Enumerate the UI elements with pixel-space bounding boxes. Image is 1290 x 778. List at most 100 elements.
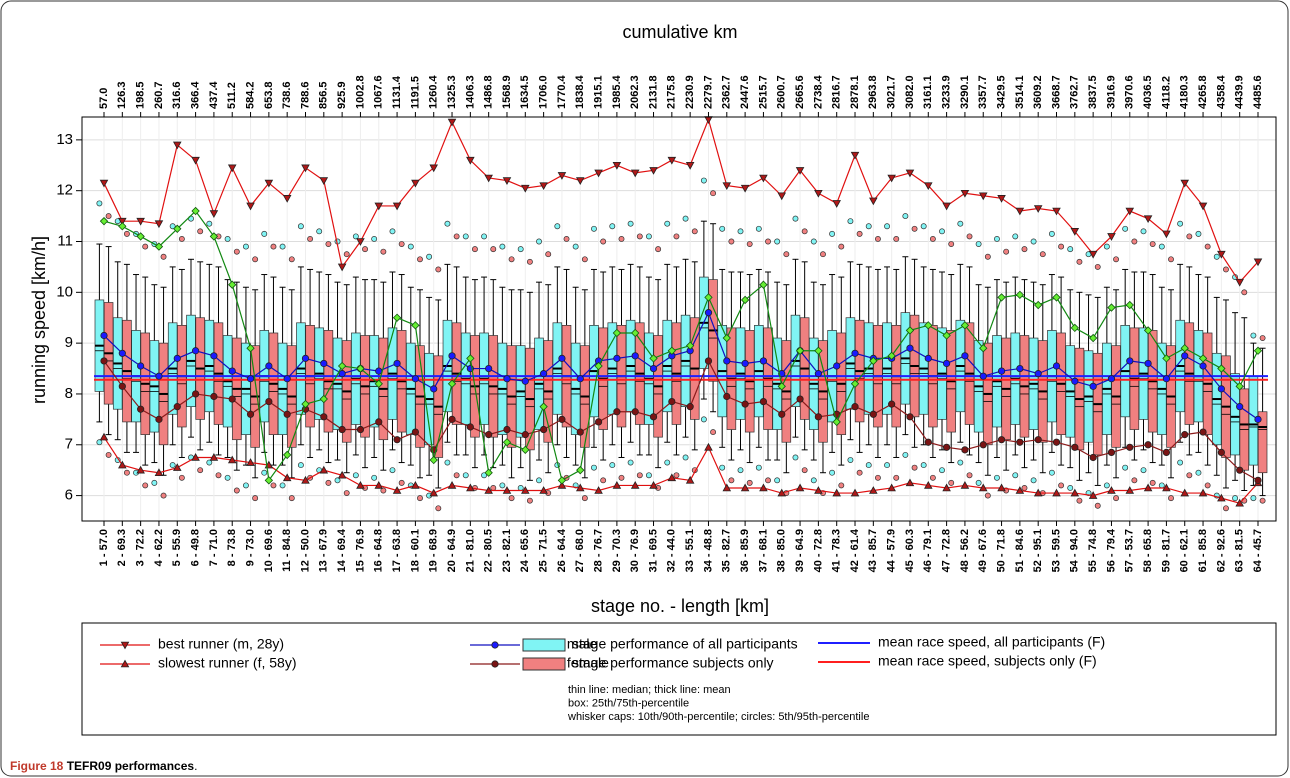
outlier-low — [206, 459, 213, 466]
marker — [1217, 385, 1225, 393]
outlier-high — [737, 228, 744, 235]
legend-box — [81, 622, 1277, 736]
outlier-low — [682, 454, 689, 461]
outlier-high — [426, 253, 433, 260]
outlier-low — [700, 416, 707, 423]
outlier-low — [1232, 495, 1239, 502]
marker — [668, 397, 676, 406]
outlier-high — [343, 251, 350, 258]
outlier-low — [801, 467, 808, 474]
x-tick-label: 52 - 95.1 — [1032, 529, 1044, 572]
marker — [704, 309, 713, 317]
top-tick-label: 4036.5 — [1142, 75, 1154, 109]
outlier-high — [407, 243, 414, 250]
legend-note: whisker caps: 10th/90th-percentile; circ… — [567, 711, 869, 723]
outlier-low — [948, 479, 955, 486]
top-tick-label: 366.4 — [189, 81, 201, 109]
outlier-high — [838, 243, 845, 250]
outlier-high — [160, 253, 167, 260]
marker — [320, 359, 328, 368]
x-tick-label: 59 - 81.7 — [1160, 529, 1172, 572]
marker — [1162, 483, 1171, 492]
marker — [393, 436, 401, 444]
marker — [814, 413, 822, 421]
outlier-low — [1131, 477, 1138, 484]
marker — [850, 488, 860, 497]
outlier-low — [847, 457, 854, 463]
top-tick-label: 3082.0 — [904, 75, 916, 109]
marker — [282, 195, 292, 203]
marker — [137, 362, 145, 370]
marker — [447, 118, 457, 127]
marker — [337, 361, 347, 371]
top-tick-label: 1067.6 — [373, 75, 385, 109]
marker — [356, 364, 365, 373]
marker — [1070, 488, 1080, 497]
outlier-high — [1158, 243, 1165, 250]
top-tick-label: 1406.3 — [464, 75, 476, 109]
outlier-high — [1021, 246, 1028, 253]
marker — [429, 488, 438, 497]
top-tick-label: 1706.0 — [538, 75, 550, 109]
series-line — [103, 436, 1259, 504]
marker — [209, 210, 219, 218]
x-tick-label: 49 - 67.6 — [977, 529, 989, 572]
outlier-high — [242, 243, 249, 250]
y-tick-label: 11 — [57, 232, 73, 249]
outlier-low — [96, 439, 103, 446]
marker — [594, 418, 603, 426]
marker — [466, 354, 475, 363]
outlier-high — [1103, 243, 1110, 250]
top-tick-label: 925.9 — [336, 81, 348, 109]
outlier-low — [215, 472, 222, 479]
marker — [685, 341, 695, 350]
marker — [319, 465, 329, 474]
outlier-low — [975, 479, 982, 486]
outlier-high — [600, 238, 607, 245]
x-tick-label: 11 - 84.8 — [281, 529, 293, 572]
outlier-low — [371, 474, 378, 481]
marker — [1162, 230, 1171, 239]
outlier-high — [884, 223, 891, 230]
outlier-low — [591, 464, 597, 471]
marker — [1052, 438, 1061, 446]
outlier-high — [1039, 251, 1046, 258]
marker — [1254, 476, 1262, 484]
y-tick-label: 9 — [65, 334, 73, 351]
outlier-low — [334, 477, 341, 484]
outlier-high — [1140, 228, 1147, 235]
marker — [961, 352, 969, 360]
marker — [1070, 323, 1079, 333]
marker — [1180, 179, 1190, 188]
top-tick-label: 3514.1 — [1014, 75, 1026, 109]
outlier-low — [1048, 469, 1055, 476]
outlier-high — [96, 200, 103, 207]
marker — [1125, 207, 1135, 216]
outlier-low — [1177, 459, 1184, 466]
marker — [740, 184, 750, 193]
marker — [356, 425, 365, 434]
marker — [1235, 498, 1244, 507]
marker — [1162, 375, 1171, 383]
marker — [1180, 344, 1189, 353]
marker — [1070, 228, 1080, 236]
top-tick-label: 198.5 — [135, 81, 147, 109]
top-tick-label: 1260.4 — [428, 74, 440, 109]
outlier-high — [1113, 256, 1120, 263]
outlier-low — [398, 479, 405, 486]
outlier-high — [856, 230, 863, 237]
marker — [667, 346, 677, 355]
outlier-low — [1058, 482, 1065, 489]
marker — [612, 161, 622, 170]
marker — [869, 197, 878, 206]
marker — [227, 455, 237, 464]
marker — [154, 468, 164, 477]
outlier-low — [453, 472, 460, 479]
legend-swatch — [522, 657, 566, 671]
outlier-high — [261, 230, 268, 237]
marker — [960, 481, 970, 489]
marker — [631, 352, 639, 360]
marker — [209, 232, 219, 241]
marker — [1181, 352, 1189, 360]
x-tick-label: 30 - 76.9 — [629, 529, 641, 572]
